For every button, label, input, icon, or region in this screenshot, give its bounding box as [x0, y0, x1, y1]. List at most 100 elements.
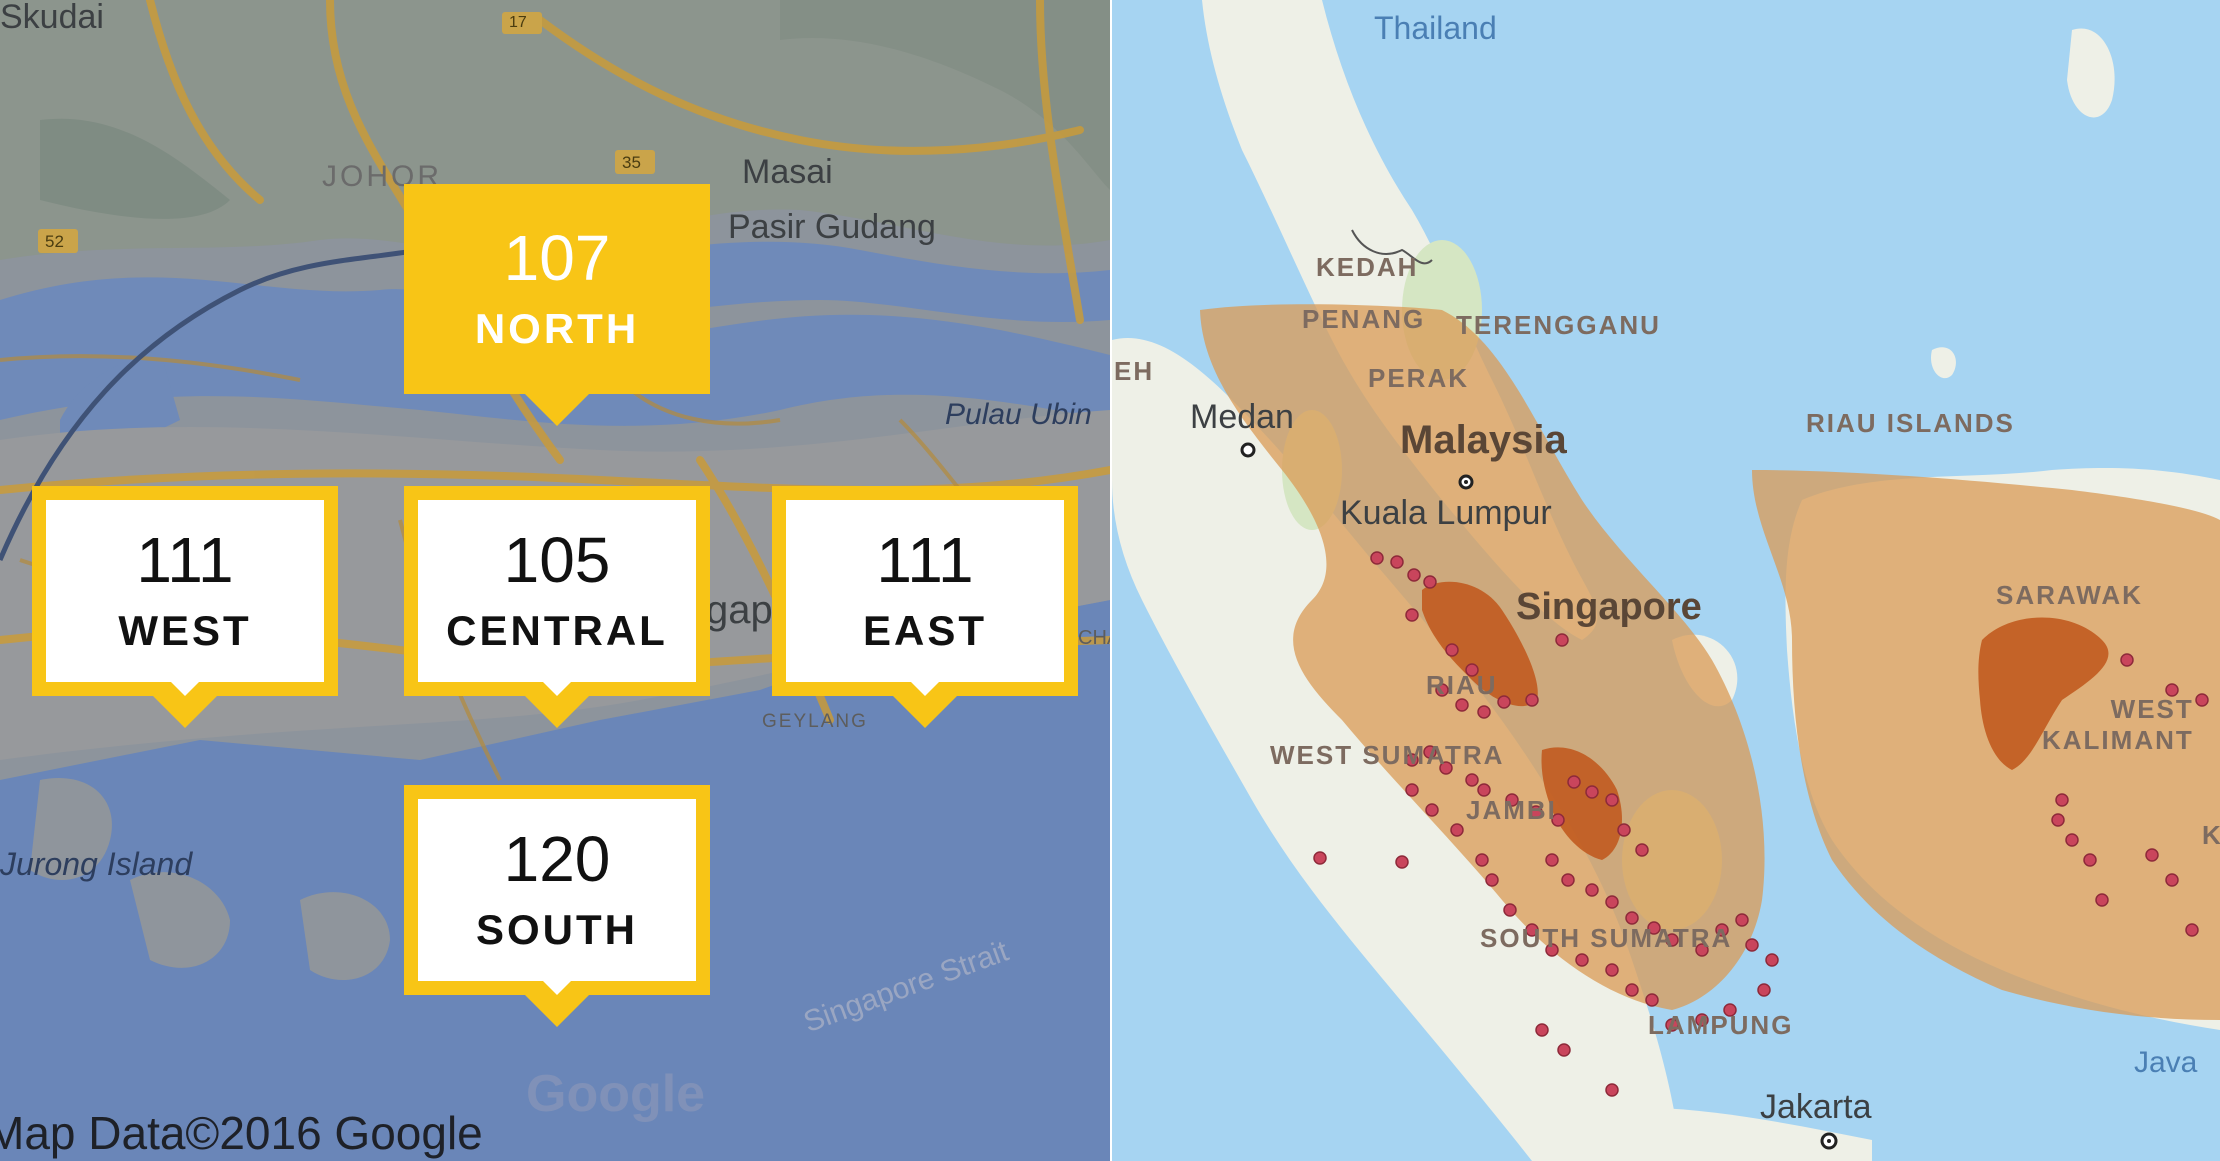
callout-pointer: [151, 680, 219, 728]
label-kedah: KEDAH: [1316, 252, 1419, 282]
hotspot-marker: [1617, 823, 1631, 837]
medan-marker: [1240, 442, 1256, 458]
label-jambi: JAMBI: [1466, 795, 1557, 825]
road-badge-35: [615, 150, 655, 174]
label-pulau-ubin: Pulau Ubin: [945, 398, 1092, 431]
hotspot-marker: [1575, 953, 1589, 967]
hotspot-marker: [2055, 793, 2069, 807]
hotspot-marker: [1551, 813, 1565, 827]
psi-value-north: 107: [503, 222, 611, 294]
hotspot-marker: [1405, 753, 1419, 767]
callout-pointer: [523, 378, 591, 426]
hotspot-marker: [1395, 855, 1409, 869]
hotspot-marker: [1605, 793, 1619, 807]
label-jurong-island: Jurong Island: [0, 846, 193, 882]
hotspot-marker: [1635, 843, 1649, 857]
singapore-psi-map[interactable]: 17 35 52 Skudai JOHOR Masai Pasir Gudang…: [0, 0, 1110, 1161]
psi-callout-west[interactable]: 111 WEST: [32, 486, 338, 728]
label-south-sumatra: SOUTH SUMATRA: [1480, 923, 1733, 953]
hotspot-marker: [1695, 943, 1709, 957]
hotspot-marker: [1561, 873, 1575, 887]
hotspot-marker: [1605, 963, 1619, 977]
regional-basemap: [1112, 0, 2220, 1161]
hotspot-marker: [1405, 783, 1419, 797]
hotspot-marker: [1529, 805, 1543, 819]
label-singapore-partial: gap: [706, 588, 773, 632]
hotspot-marker: [1525, 693, 1539, 707]
label-java: Java: [2134, 1046, 2198, 1079]
psi-callout-south[interactable]: 120 SOUTH: [404, 785, 710, 1027]
hotspot-marker: [1475, 853, 1489, 867]
hotspot-marker: [1745, 938, 1759, 952]
hotspot-marker: [2083, 853, 2097, 867]
label-penang: PENANG: [1302, 304, 1426, 334]
hotspot-marker: [1425, 803, 1439, 817]
hotspot-marker: [1585, 883, 1599, 897]
hotspot-marker: [1557, 1043, 1571, 1057]
hotspot-marker: [2095, 893, 2109, 907]
psi-value-south: 120: [503, 823, 611, 895]
hotspot-marker: [1605, 1083, 1619, 1097]
callout-pointer: [523, 979, 591, 1027]
zone-label-west: WEST: [118, 607, 252, 654]
label-k-partial: K: [2202, 820, 2220, 850]
hotspot-marker: [2185, 923, 2199, 937]
label-riau-islands: RIAU ISLANDS: [1806, 408, 2015, 438]
road-badge-35-label: 35: [622, 153, 641, 172]
label-riau: RIAU: [1426, 670, 1498, 700]
label-lampung: LAMPUNG: [1648, 1010, 1794, 1040]
road-badge-17-label: 17: [509, 14, 527, 31]
hotspot-marker: [1423, 745, 1437, 759]
hotspot-marker: [1450, 823, 1464, 837]
hotspot-marker: [1405, 608, 1419, 622]
hotspot-marker: [1625, 983, 1639, 997]
hotspot-marker: [1535, 1023, 1549, 1037]
hotspot-marker: [1765, 953, 1779, 967]
panel-divider: [1110, 0, 1112, 1161]
hotspot-marker: [1735, 913, 1749, 927]
hotspot-marker: [1455, 698, 1469, 712]
label-terengganu: TERENGGANU: [1456, 310, 1661, 340]
psi-callout-north[interactable]: 107 NORTH: [404, 184, 710, 426]
label-aceh-partial: EH: [1114, 356, 1155, 386]
label-west-kalimantan: WEST KALIMANT: [2042, 694, 2194, 756]
psi-callout-east[interactable]: 111 EAST: [772, 486, 1078, 728]
label-singapore: Singapore: [1516, 586, 1702, 628]
label-west-sumatra: WEST SUMATRA: [1270, 740, 1505, 770]
callout-pointer: [523, 680, 591, 728]
hotspot-layer: [1313, 551, 2209, 1097]
label-masai: Masai: [742, 153, 833, 191]
hotspot-marker: [1423, 575, 1437, 589]
hotspot-marker: [1757, 983, 1771, 997]
road-badge-52: [38, 229, 78, 253]
hotspot-marker: [1647, 921, 1661, 935]
hotspot-marker: [1605, 895, 1619, 909]
hotspot-marker: [1485, 873, 1499, 887]
psi-callout-central[interactable]: 105 CENTRAL: [404, 486, 710, 728]
hotspot-marker: [1525, 923, 1539, 937]
hotspot-marker: [1370, 551, 1384, 565]
hotspot-marker: [1645, 993, 1659, 1007]
hotspot-marker: [1313, 851, 1327, 865]
regional-haze-map[interactable]: Thailand KEDAH PENANG TERENGGANU PERAK M…: [1112, 0, 2220, 1161]
hotspot-marker: [1477, 705, 1491, 719]
label-geylang: GEYLANG: [762, 711, 868, 732]
label-perak: PERAK: [1368, 363, 1470, 393]
zone-label-south: SOUTH: [476, 906, 638, 953]
label-kuala-lumpur: Kuala Lumpur: [1340, 494, 1552, 532]
label-skudai: Skudai: [0, 0, 104, 36]
hotspot-marker: [2195, 693, 2209, 707]
hotspot-marker: [1715, 923, 1729, 937]
hotspot-marker: [2145, 848, 2159, 862]
hotspot-marker: [2065, 833, 2079, 847]
hotspot-marker: [1477, 783, 1491, 797]
hotspot-marker: [1445, 643, 1459, 657]
road-badge-17: [502, 12, 542, 34]
zone-label-north: NORTH: [474, 305, 640, 352]
hotspot-marker: [1585, 785, 1599, 799]
label-malaysia: Malaysia: [1400, 418, 1567, 462]
hotspot-marker: [1723, 1003, 1737, 1017]
google-logo: Google: [526, 1065, 706, 1123]
hotspot-marker: [1503, 903, 1517, 917]
